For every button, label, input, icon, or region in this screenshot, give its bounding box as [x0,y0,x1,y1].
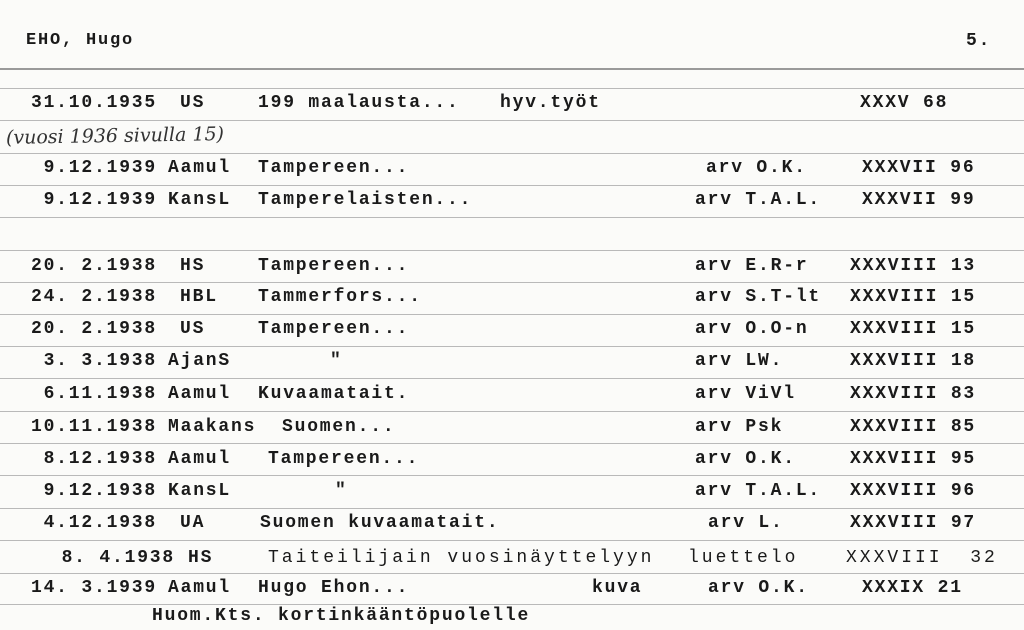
entry-date: 8.12.1938 [43,449,157,469]
entry-title: Hugo Ehon... [258,578,410,598]
ruled-line [0,282,1024,283]
ruled-line [0,475,1024,476]
entry-source: US [180,319,206,339]
entry-source: AjanS [168,351,232,371]
entry-date: 6.11.1938 [43,384,157,404]
entry-title: Tampereen... [258,319,410,339]
entry-reference: XXXVIII 97 [850,513,977,533]
entry-reviewer: arv Psk [695,417,784,437]
ruled-line [0,540,1024,541]
entry-reviewer: arv T.A.L. [695,190,822,210]
entry-title: Suomen kuvaamatait. [260,513,500,533]
entry-title: Suomen... [282,417,396,437]
entry-source: KansL [168,481,232,501]
entry-source: HS [180,256,206,276]
ruled-line [0,120,1024,121]
entry-reference: XXXVIII 85 [850,417,977,437]
entry-source: UA [180,513,206,533]
entry-reference: XXXVII 99 [862,190,976,210]
ruled-line [0,573,1024,574]
entry-source: Aamul [168,384,232,404]
entry-title: " [335,481,348,501]
entry-reviewer: arv LW. [695,351,784,371]
entry-reviewer: arv E.R-r [695,256,809,276]
ruled-line [0,217,1024,218]
entry-reviewer: arv O.K. [706,158,807,178]
entry-source: Aamul [168,578,232,598]
footer-note: Huom.Kts. kortinkääntöpuolelle [152,606,531,626]
entry-reference: XXXVII 96 [862,158,976,178]
entry-date: 20. 2.1938 [30,319,157,339]
entry-source: Aamul [168,449,232,469]
entry-source: US [180,93,206,113]
entry-source: HS [188,548,214,568]
entry-title: 199 maalausta... [258,93,460,113]
entry-reference: XXXVIII 32 [846,548,998,568]
entry-title: Tampereen... [258,158,410,178]
entry-date: 9.12.1938 [43,481,157,501]
entry-reviewer: arv L. [708,513,784,533]
ruled-line [0,508,1024,509]
entry-reference: XXXV 68 [860,93,949,113]
entry-source: Aamul [168,158,232,178]
page-number: 5. [966,31,992,51]
entry-reviewer: arv ViVl [695,384,796,404]
entry-date: 9.12.1939 [43,190,157,210]
ruled-line [0,604,1024,605]
entry-title: Tammerfors... [258,287,422,307]
entry-reviewer: arv S.T-lt [695,287,822,307]
entry-source: Maakans [168,417,257,437]
ruled-line [0,411,1024,412]
entry-reviewer: arv O.K. [708,578,809,598]
entry-date: 10.11.1938 [30,417,157,437]
ruled-line [0,443,1024,444]
entry-title: Tampereen... [268,449,420,469]
entry-note: kuva [592,578,643,598]
entry-date: 20. 2.1938 [30,256,157,276]
entry-reviewer: arv O.K. [695,449,796,469]
entry-date: 3. 3.1938 [43,351,157,371]
entry-title: Kuvaamatait. [258,384,410,404]
handwritten-note: (vuosi 1936 sivulla 15) [5,123,225,149]
entry-date: 9.12.1939 [43,158,157,178]
ruled-line [0,250,1024,251]
ruled-line [0,314,1024,315]
entry-title: " [330,351,343,371]
entry-reference: XXXVIII 18 [850,351,977,371]
entry-title: Tampereen... [258,256,410,276]
entry-reference: XXXVIII 15 [850,319,977,339]
entry-reviewer: arv O.O-n [695,319,809,339]
ruled-line [0,153,1024,154]
entry-reference: XXXVIII 95 [850,449,977,469]
entry-reference: XXXIX 21 [862,578,963,598]
entry-source: KansL [168,190,232,210]
ruled-line [0,88,1024,89]
ruled-line [0,346,1024,347]
entry-date: 24. 2.1938 [30,287,157,307]
entry-date: 8. 4.1938 [61,548,175,568]
entry-reference: XXXVIII 13 [850,256,977,276]
card-name: EHO, Hugo [26,31,135,50]
ruled-line [0,378,1024,379]
entry-reference: XXXVIII 83 [850,384,977,404]
entry-note: hyv.työt [500,93,601,113]
entry-title: Tamperelaisten... [258,190,473,210]
entry-source: HBL [180,287,218,307]
entry-date: 14. 3.1939 [30,578,157,598]
header-rule [0,68,1024,70]
ruled-line [0,185,1024,186]
entry-reference: XXXVIII 15 [850,287,977,307]
entry-date: 4.12.1938 [43,513,157,533]
entry-date: 31.10.1935 [30,93,157,113]
entry-title: Taiteilijain vuosinäyttelyyn [268,548,655,568]
entry-reviewer: luettelo [688,548,799,568]
entry-reference: XXXVIII 96 [850,481,977,501]
entry-reviewer: arv T.A.L. [695,481,822,501]
